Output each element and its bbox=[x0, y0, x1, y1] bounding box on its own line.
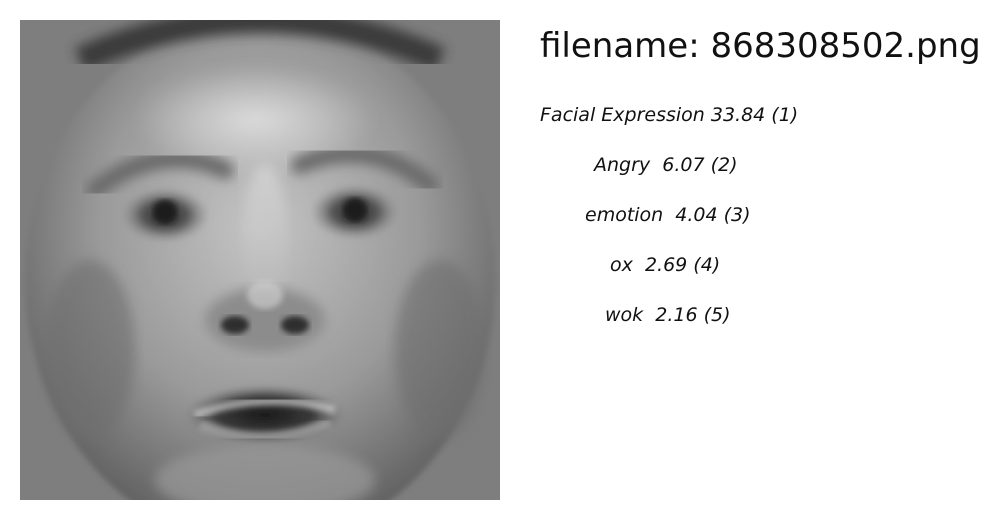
prediction-label-5: wok 2.16 (5) bbox=[605, 304, 731, 326]
filename-label: filename: 868308502.png bbox=[540, 26, 981, 66]
prediction-label-1: Facial Expression 33.84 (1) bbox=[540, 104, 799, 126]
prediction-label-2: Angry 6.07 (2) bbox=[594, 154, 738, 176]
prediction-label-4: ox 2.69 (4) bbox=[610, 254, 721, 276]
face-photo bbox=[20, 20, 500, 500]
prediction-label-3: emotion 4.04 (3) bbox=[585, 204, 751, 226]
face-photo-graphic bbox=[20, 20, 500, 500]
